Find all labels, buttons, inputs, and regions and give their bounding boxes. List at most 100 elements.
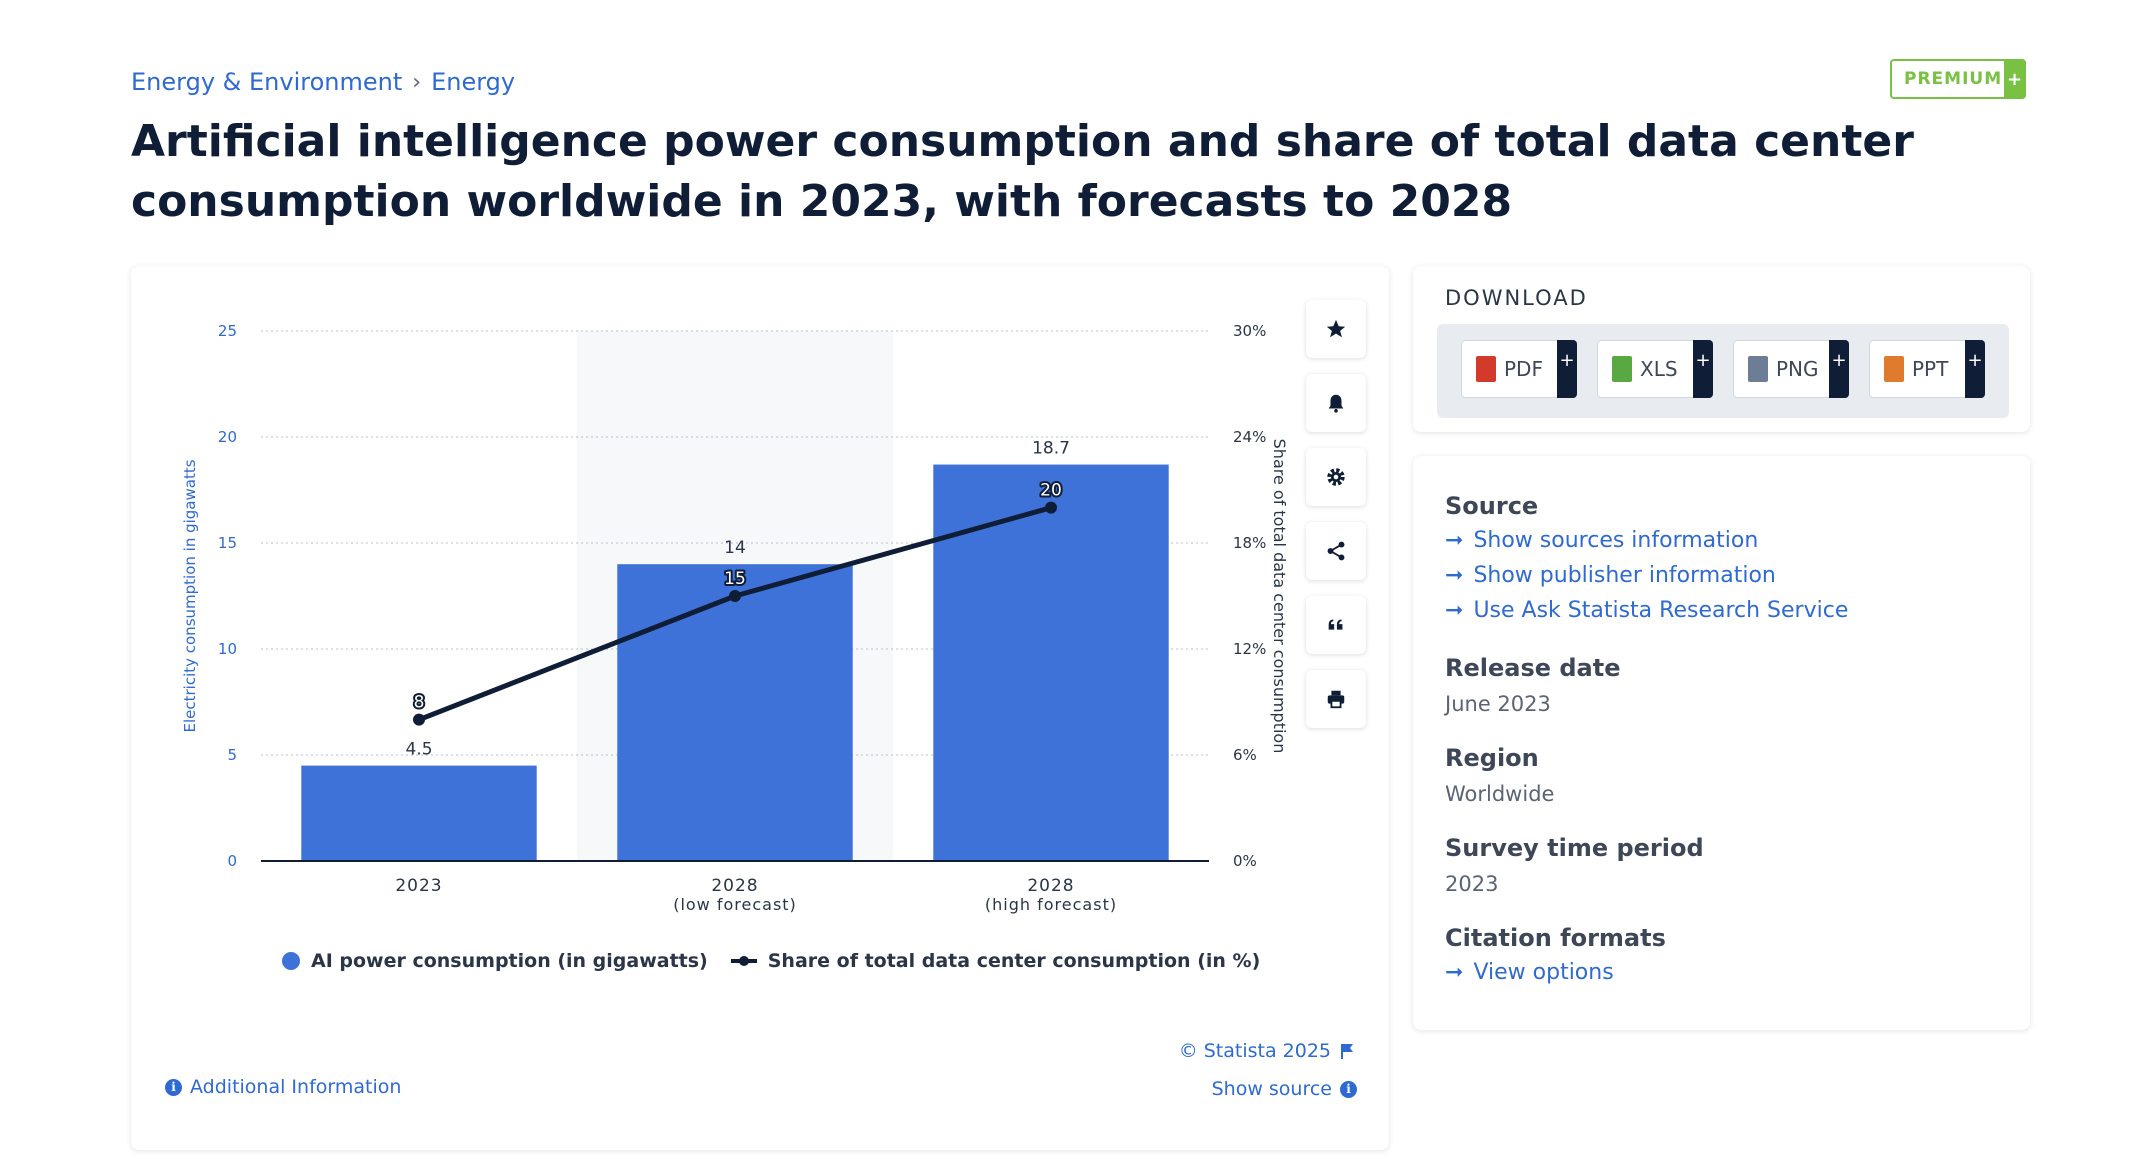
download-title: DOWNLOAD	[1445, 286, 1588, 310]
breadcrumb: Energy & Environment › Energy	[131, 68, 515, 96]
y2-tick-label: 6%	[1233, 746, 1257, 764]
download-card: DOWNLOAD PDF + XLS + PNG + PPT +	[1413, 266, 2030, 432]
bar	[301, 765, 537, 861]
info-icon: i	[1340, 1080, 1357, 1098]
share-icon	[1327, 541, 1345, 561]
breadcrumb-link-energy[interactable]: Energy	[431, 68, 516, 96]
download-png-button[interactable]: PNG +	[1733, 340, 1849, 398]
xls-file-icon	[1612, 356, 1632, 382]
citation-button[interactable]	[1306, 596, 1366, 654]
x-tick-label: 2023	[395, 876, 442, 896]
download-pdf-label: PDF	[1504, 357, 1543, 381]
citation-formats-heading: Citation formats	[1445, 924, 1666, 952]
x-tick-label: (high forecast)	[985, 895, 1117, 914]
legend-line-icon	[730, 956, 757, 966]
download-xls-plus: +	[1693, 340, 1713, 398]
bar-data-label: 14	[724, 538, 746, 558]
chart-card: 0 5 10 15 20 25 0% 6% 12% 18% 24% 30% 4.5 14 18.7 8 15 20…	[131, 266, 1389, 1150]
premium-plus: +	[2004, 59, 2026, 99]
download-pdf-button[interactable]: PDF +	[1461, 340, 1577, 398]
research-service-text: Use Ask Statista Research Service	[1473, 598, 1849, 623]
line-data-label: 8	[414, 693, 425, 713]
line-point	[729, 590, 741, 602]
survey-period-heading: Survey time period	[1445, 834, 1704, 862]
print-button[interactable]	[1306, 670, 1366, 728]
favorite-button[interactable]	[1306, 300, 1366, 358]
y-tick-label: 25	[218, 322, 237, 340]
view-options-link[interactable]: ➞ View options	[1445, 960, 1614, 985]
breadcrumb-separator: ›	[412, 69, 422, 95]
y2-tick-label: 0%	[1233, 852, 1257, 870]
y2-tick-label: 30%	[1233, 322, 1266, 340]
png-file-icon	[1748, 356, 1768, 382]
download-pdf-plus: +	[1557, 340, 1577, 398]
legend-label-ai-power: AI power consumption (in gigawatts)	[311, 950, 708, 972]
bar-data-label: 18.7	[1032, 439, 1070, 459]
x-tick-label: 2028	[1027, 876, 1074, 896]
pdf-file-icon	[1476, 356, 1496, 382]
line-point	[1045, 501, 1057, 514]
additional-information-text: Additional Information	[190, 1076, 402, 1098]
copyright-link[interactable]: © Statista 2025	[1179, 1040, 1355, 1062]
legend-item-ai-power[interactable]: AI power consumption (in gigawatts)	[281, 950, 708, 972]
print-icon	[1327, 690, 1345, 709]
download-xls-label: XLS	[1640, 357, 1678, 381]
breadcrumb-link-energy-environment[interactable]: Energy & Environment	[131, 68, 403, 96]
premium-badge[interactable]: PREMIUM +	[1890, 59, 2026, 99]
bar	[617, 564, 853, 861]
download-button-group: PDF + XLS + PNG + PPT +	[1437, 324, 2009, 418]
region-heading: Region	[1445, 744, 1539, 772]
settings-button[interactable]	[1306, 448, 1366, 506]
bar	[933, 464, 1169, 861]
info-icon: i	[165, 1078, 182, 1096]
show-sources-text: Show sources information	[1473, 528, 1759, 553]
show-source-text: Show source	[1211, 1078, 1332, 1100]
release-date-heading: Release date	[1445, 654, 1621, 682]
view-options-text: View options	[1473, 960, 1614, 985]
show-publisher-link[interactable]: ➞ Show publisher information	[1445, 563, 1776, 588]
show-source-link[interactable]: Show source i	[1212, 1078, 1357, 1100]
y-tick-label: 20	[218, 428, 237, 446]
share-button[interactable]	[1306, 522, 1366, 580]
chart-legend: AI power consumption (in gigawatts) Shar…	[281, 950, 1260, 972]
legend-dot-icon	[282, 952, 300, 970]
gear-icon	[1327, 468, 1345, 486]
y-axis-title: Electricity consumption in gigawatts	[181, 459, 199, 732]
copyright-text: © Statista 2025	[1178, 1040, 1331, 1062]
x-tick-label: (low forecast)	[673, 895, 797, 914]
show-sources-link[interactable]: ➞ Show sources information	[1445, 528, 1758, 553]
download-ppt-plus: +	[1965, 340, 1985, 398]
release-date-value: June 2023	[1445, 692, 1551, 716]
y-tick-label: 15	[218, 534, 237, 552]
chart: 0 5 10 15 20 25 0% 6% 12% 18% 24% 30% 4.5 14 18.7 8 15 20…	[181, 322, 1289, 914]
y2-tick-label: 12%	[1233, 640, 1266, 658]
region-value: Worldwide	[1445, 782, 1555, 806]
ppt-file-icon	[1884, 356, 1904, 382]
legend-item-share[interactable]: Share of total data center consumption (…	[730, 950, 1260, 972]
notification-button[interactable]	[1306, 374, 1366, 432]
bar-data-label: 4.5	[405, 740, 432, 760]
bell-icon	[1328, 394, 1344, 413]
chart-toolbar	[1306, 300, 1366, 728]
x-tick-label: 2028	[711, 876, 758, 896]
y-tick-label: 5	[227, 746, 237, 764]
download-png-plus: +	[1829, 340, 1849, 398]
download-ppt-button[interactable]: PPT +	[1869, 340, 1985, 398]
star-icon	[1326, 319, 1346, 338]
y2-tick-label: 24%	[1233, 428, 1266, 446]
download-ppt-label: PPT	[1912, 357, 1949, 381]
arrow-right-icon: ➞	[1445, 960, 1464, 985]
line-point	[413, 713, 425, 726]
flag-icon	[1341, 1044, 1353, 1059]
survey-period-value: 2023	[1445, 872, 1499, 896]
download-xls-button[interactable]: XLS +	[1597, 340, 1713, 398]
download-png-label: PNG	[1776, 357, 1819, 381]
premium-label: PREMIUM	[1904, 69, 2003, 89]
arrow-right-icon: ➞	[1445, 528, 1464, 553]
show-publisher-text: Show publisher information	[1473, 563, 1776, 588]
y2-axis-title: Share of total data center consumption	[1270, 439, 1289, 754]
research-service-link[interactable]: ➞ Use Ask Statista Research Service	[1445, 598, 1848, 623]
line-data-label: 20	[1040, 481, 1062, 501]
additional-information-link[interactable]: i Additional Information	[165, 1076, 401, 1098]
source-heading: Source	[1445, 492, 1539, 520]
